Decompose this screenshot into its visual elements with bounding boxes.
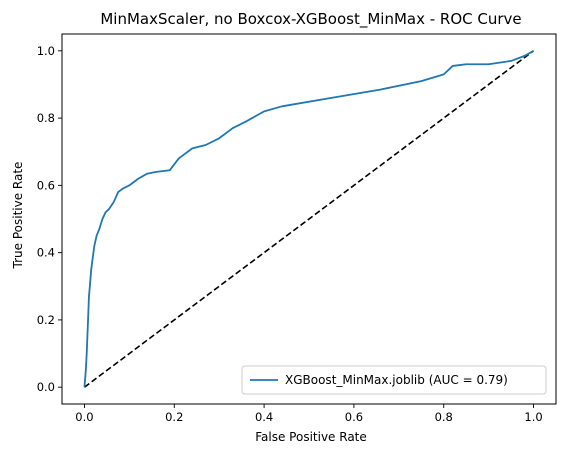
y-tick-label: 0.6 — [37, 178, 55, 192]
x-tick-label: 0.4 — [255, 410, 273, 424]
legend-box — [241, 365, 547, 395]
plot-frame — [61, 33, 557, 405]
x-tick-label: 0.2 — [165, 410, 183, 424]
chart-title: MinMaxScaler, no Boxcox-XGBoost_MinMax -… — [100, 10, 521, 29]
y-tick-label: 0.8 — [37, 111, 55, 125]
plot-area — [83, 50, 535, 388]
x-tick-label: 0.8 — [435, 410, 453, 424]
x-tick-label: 1.0 — [524, 410, 542, 424]
y-tick-label: 0.4 — [37, 246, 55, 260]
legend: XGBoost_MinMax.joblib (AUC = 0.79) — [241, 365, 547, 395]
axes: 0.0 0.2 0.4 0.6 0.8 1.0 0.0 0.2 0.4 0.6 0.8 1.0 — [37, 44, 543, 424]
y-axis-label: True Positive Rate — [11, 162, 25, 270]
roc-curve-line — [83, 50, 534, 388]
x-tick-label: 0.6 — [345, 410, 363, 424]
chance-diagonal-line — [83, 50, 535, 388]
y-tick-label: 0.0 — [37, 380, 55, 394]
y-tick-label: 0.2 — [37, 313, 55, 327]
x-tick-label: 0.0 — [75, 410, 93, 424]
legend-label: XGBoost_MinMax.joblib (AUC = 0.79) — [285, 373, 508, 387]
x-axis-label: False Positive Rate — [255, 430, 367, 444]
y-tick-label: 1.0 — [37, 44, 55, 58]
